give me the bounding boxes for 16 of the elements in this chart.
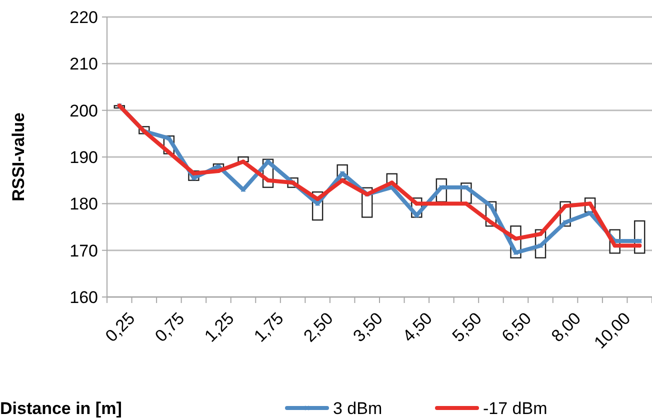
- x-axis-title: Distance in [m]: [0, 399, 122, 418]
- y-axis-title: RSSI-value: [9, 112, 28, 202]
- legend-label: 3 dBm: [333, 398, 382, 418]
- y-tick-label: 190: [70, 148, 98, 167]
- y-tick-label: 170: [70, 241, 98, 260]
- legend-label: -17 dBm: [483, 398, 548, 418]
- x-tick-label: 3,50: [350, 308, 386, 346]
- x-tick-label: 4,50: [399, 308, 436, 346]
- y-tick-label: 180: [70, 194, 98, 214]
- y-tick-label: 210: [70, 54, 98, 74]
- x-tick-label: 8,00: [548, 308, 585, 346]
- y-tick-label: 220: [70, 8, 98, 27]
- y-tick-label: 200: [70, 101, 98, 120]
- y-tick-label: 160: [70, 288, 98, 307]
- x-tick-label: 6,50: [498, 308, 535, 346]
- x-tick-label: 5,50: [448, 308, 486, 346]
